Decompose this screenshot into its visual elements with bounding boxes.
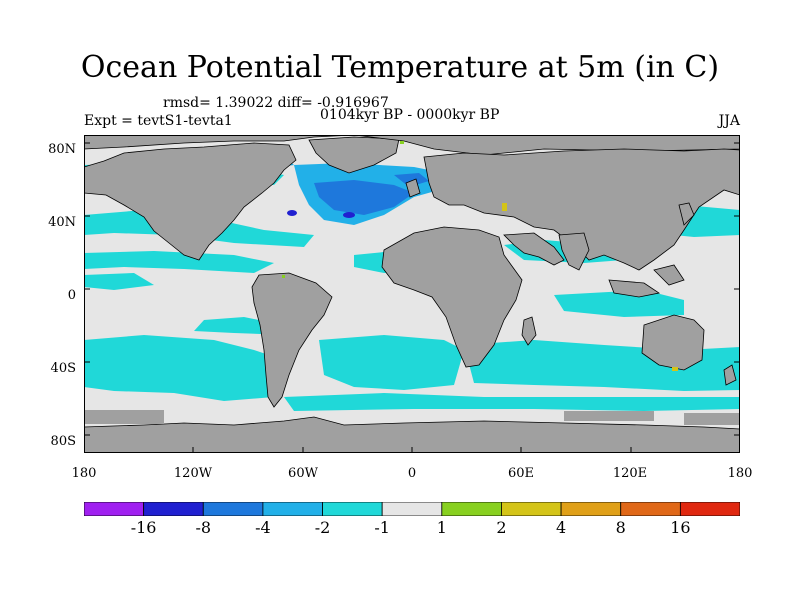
colorbar-swatch — [262, 502, 323, 516]
colorbar-label: 8 — [615, 518, 626, 537]
colorbar-label: -1 — [374, 518, 390, 537]
colorbar-swatch — [84, 502, 145, 516]
lat-label-80s: 80S — [50, 434, 76, 449]
north-america — [84, 142, 297, 261]
lon-label-120e: 120E — [612, 466, 648, 481]
india — [558, 232, 590, 271]
anomaly-warm-spots — [282, 141, 678, 371]
south-america — [251, 272, 333, 408]
colorbar-label: 16 — [670, 518, 691, 537]
colorbar-swatch — [620, 502, 681, 516]
stats-label: rmsd= 1.39022 diff= -0.916967 — [163, 95, 389, 111]
colorbar-swatch — [441, 502, 502, 516]
colorbar-label: 4 — [556, 518, 567, 537]
lat-label-40s: 40S — [50, 361, 76, 376]
experiment-label: Expt = tevtS1-tevta1 — [84, 113, 233, 129]
colorbar-swatch — [143, 502, 204, 516]
antarctica — [84, 416, 740, 453]
colorbar-label: 2 — [496, 518, 507, 537]
japan — [678, 202, 695, 226]
land-masses — [84, 135, 740, 453]
lon-label-60e: 60E — [507, 466, 535, 481]
colorbar-label: 1 — [436, 518, 447, 537]
colorbar-swatch — [560, 502, 622, 516]
lon-label-0: 0 — [407, 466, 417, 481]
lon-label-180w: 180 — [71, 466, 97, 481]
lat-label-40n: 40N — [48, 215, 76, 230]
lat-label-0: 0 — [67, 288, 76, 303]
greenland — [308, 136, 400, 174]
lon-label-120w: 120W — [173, 466, 213, 481]
lon-label-60w: 60W — [288, 466, 318, 481]
lon-label-180e: 180 — [727, 466, 753, 481]
australia — [641, 314, 705, 371]
colorbar-swatch — [381, 502, 443, 516]
new-zealand — [723, 364, 737, 386]
temperature-map — [84, 135, 740, 453]
madagascar — [521, 316, 537, 346]
anomaly-minus8-region — [287, 210, 355, 218]
arctic-strip — [84, 135, 740, 156]
africa — [381, 226, 523, 368]
lat-label-80n: 80N — [48, 142, 76, 157]
colorbar-label: -16 — [130, 518, 157, 537]
arabia-india — [503, 232, 565, 266]
map-title: Ocean Potential Temperature at 5m (in C) — [80, 50, 720, 85]
colorbar-swatch — [322, 502, 383, 516]
colorbar-label: -8 — [195, 518, 212, 537]
colorbar-swatch — [501, 502, 562, 516]
season-label: JJA — [718, 113, 740, 129]
uk — [405, 178, 421, 198]
period-label: 0104kyr BP - 0000kyr BP — [320, 107, 500, 123]
masked-ocean-shelf — [84, 410, 740, 425]
colorbar-label: -2 — [314, 518, 331, 537]
eurasia — [423, 148, 740, 271]
colorbar-swatch — [202, 502, 264, 516]
se-asia-islands — [608, 279, 661, 298]
colorbar-swatch — [679, 502, 740, 516]
axis-ticks — [84, 142, 740, 453]
colorbar-label: -4 — [255, 518, 271, 537]
colorbar — [84, 502, 740, 516]
